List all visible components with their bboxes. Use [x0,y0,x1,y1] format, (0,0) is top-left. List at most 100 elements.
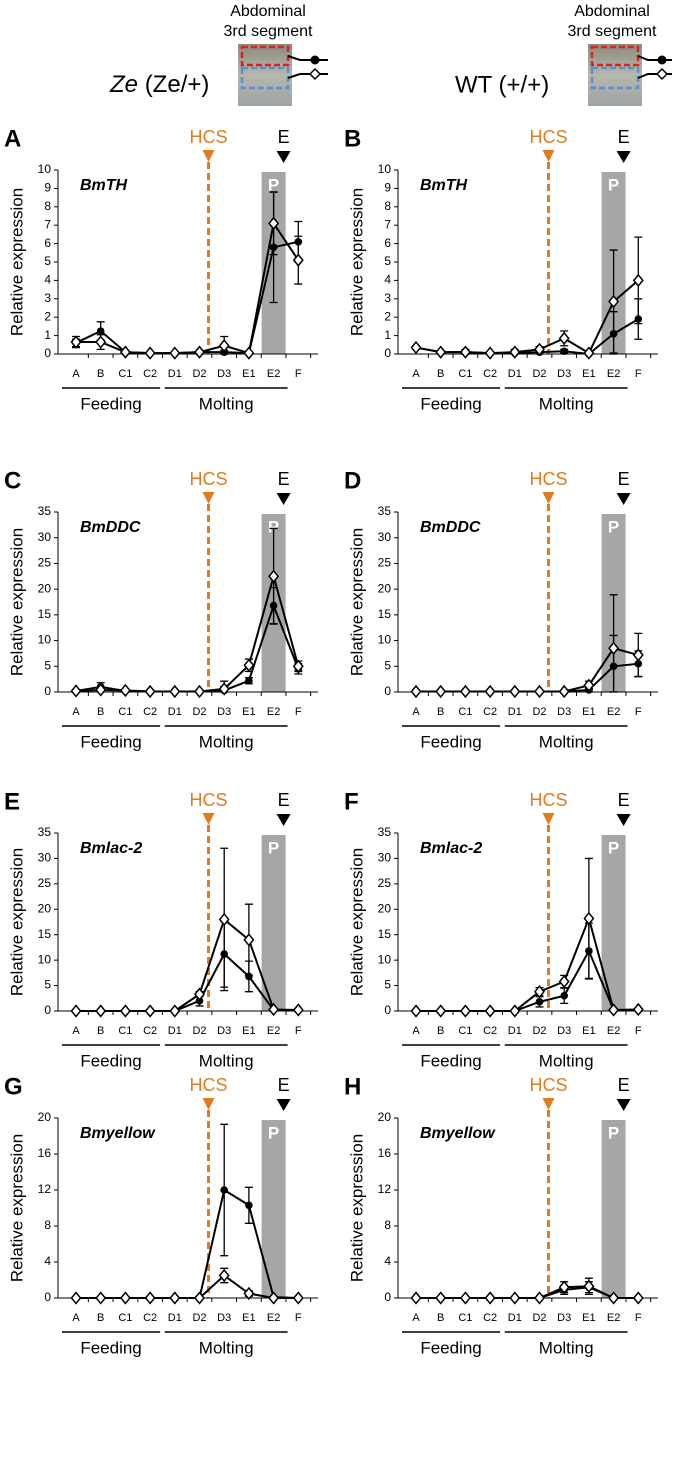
data-point [583,678,595,692]
x-tick-label: D1 [168,1312,182,1324]
x-tick-label: A [72,706,80,718]
data-point [558,331,570,346]
group-label: Feeding [80,394,141,413]
group-label: Feeding [420,394,481,413]
panel: P HCS E 0 5 10 15 20 25 30 35 A B C1 C2 D1 D2 D3 E1 E2 F Feed… [4,467,318,751]
x-tick-label: E2 [607,1312,620,1324]
data-point [534,1291,545,1305]
ecdysis-label: E [618,1075,630,1095]
x-tick-label: A [412,368,420,380]
group-label: Feeding [80,732,141,751]
band-label: P [608,1123,619,1142]
x-tick-label: D3 [557,706,571,718]
hcs-marker [202,813,215,825]
data-point [459,1004,471,1018]
y-tick-label: 12 [378,1182,392,1196]
data-point [70,1291,82,1305]
data-point [634,315,643,323]
y-tick-label: 0 [44,346,51,360]
y-tick-label: 10 [378,162,392,176]
x-tick-label: C1 [458,706,472,718]
ecdysis-label: E [618,790,630,810]
data-point [632,273,644,288]
data-point [268,569,280,583]
x-tick-label: D3 [557,1312,571,1324]
data-point [95,1291,107,1305]
x-tick-label: F [295,706,302,718]
data-point [144,1291,156,1305]
x-tick-label: E1 [582,368,595,380]
x-tick-label: C2 [483,368,497,380]
x-tick-label: C1 [118,368,132,380]
data-point [583,1279,595,1293]
data-point [535,998,544,1006]
y-axis-label: Relative expression [7,1134,26,1282]
x-tick-label: B [97,706,104,718]
x-tick-label: C2 [483,1025,497,1037]
panel-letter: A [4,125,21,152]
panel: P HCS E 0 4 8 12 16 20 A B C1 C2 D1 D2 D3 E1 E2 F Feeding Mo… [344,1073,658,1357]
y-tick-label: 10 [378,952,392,966]
data-point [144,684,156,699]
y-axis-label: Relative expression [7,188,26,336]
data-point [245,1201,253,1210]
x-tick-label: D1 [168,1025,182,1037]
x-tick-label: E1 [242,368,255,380]
data-point [70,1004,82,1018]
data-point [292,1003,304,1017]
data-point [220,1186,228,1194]
data-point [194,1291,205,1305]
panel-letter: E [4,788,20,815]
data-point [243,933,255,947]
y-tick-label: 9 [44,181,51,195]
hcs-marker [542,492,555,504]
legend-line [287,55,328,79]
panel: P HCS E 0 5 10 15 20 25 30 35 A B C1 C2 D1 D2 D3 E1 E2 F Feed… [344,467,658,751]
panel: P HCS E 0 1 2 3 4 5 6 7 8 9 10 A B C1 C2 D1 D2 D3 E1 E2 F Feedin… [344,125,658,413]
x-tick-label: C1 [118,1312,132,1324]
y-tick-label: 4 [44,273,51,287]
x-tick-label: D1 [508,368,522,380]
y-tick-label: 1 [384,328,391,342]
band-label: P [268,1123,279,1142]
data-point [292,1291,304,1305]
y-tick-label: 10 [38,633,52,647]
ecdysis-marker [616,151,631,163]
y-tick-label: 25 [378,876,392,890]
group-label: Molting [539,732,594,751]
data-point [169,1291,181,1305]
x-tick-label: D1 [508,706,522,718]
y-tick-label: 16 [378,1146,392,1160]
data-point [268,1291,280,1305]
x-tick-label: E1 [242,1025,255,1037]
series-line [76,917,299,1012]
y-tick-label: 0 [384,346,391,360]
pupal-band [601,835,626,1011]
tissue-photo [588,44,642,106]
data-point [96,327,105,335]
chart-title: BmDDC [420,519,481,536]
data-point [558,974,570,989]
x-tick-label: E2 [607,1025,620,1037]
x-tick-label: A [412,1312,420,1324]
x-tick-label: F [635,368,642,380]
y-tick-label: 8 [384,1218,391,1232]
hcs-marker [202,150,215,162]
y-tick-label: 5 [44,254,51,268]
genotype-label: Ze (Ze/+) [109,71,209,98]
data-point [245,676,253,685]
series-line [416,1285,639,1299]
x-tick-label: D3 [217,368,231,380]
data-point [585,947,593,955]
y-tick-label: 15 [378,607,392,621]
x-tick-label: D2 [192,1025,206,1037]
hcs-label: HCS [529,469,567,489]
data-point [218,1268,230,1283]
y-tick-label: 30 [38,530,52,544]
y-tick-label: 3 [384,291,391,305]
x-tick-label: E2 [267,706,280,718]
hcs-label: HCS [189,469,227,489]
panel: P HCS E 0 1 2 3 4 5 6 7 8 9 10 A B C1 C2 D1 D2 D3 E1 E2 F Feedin… [4,125,318,413]
data-point [218,912,230,927]
y-tick-label: 4 [384,1254,391,1268]
